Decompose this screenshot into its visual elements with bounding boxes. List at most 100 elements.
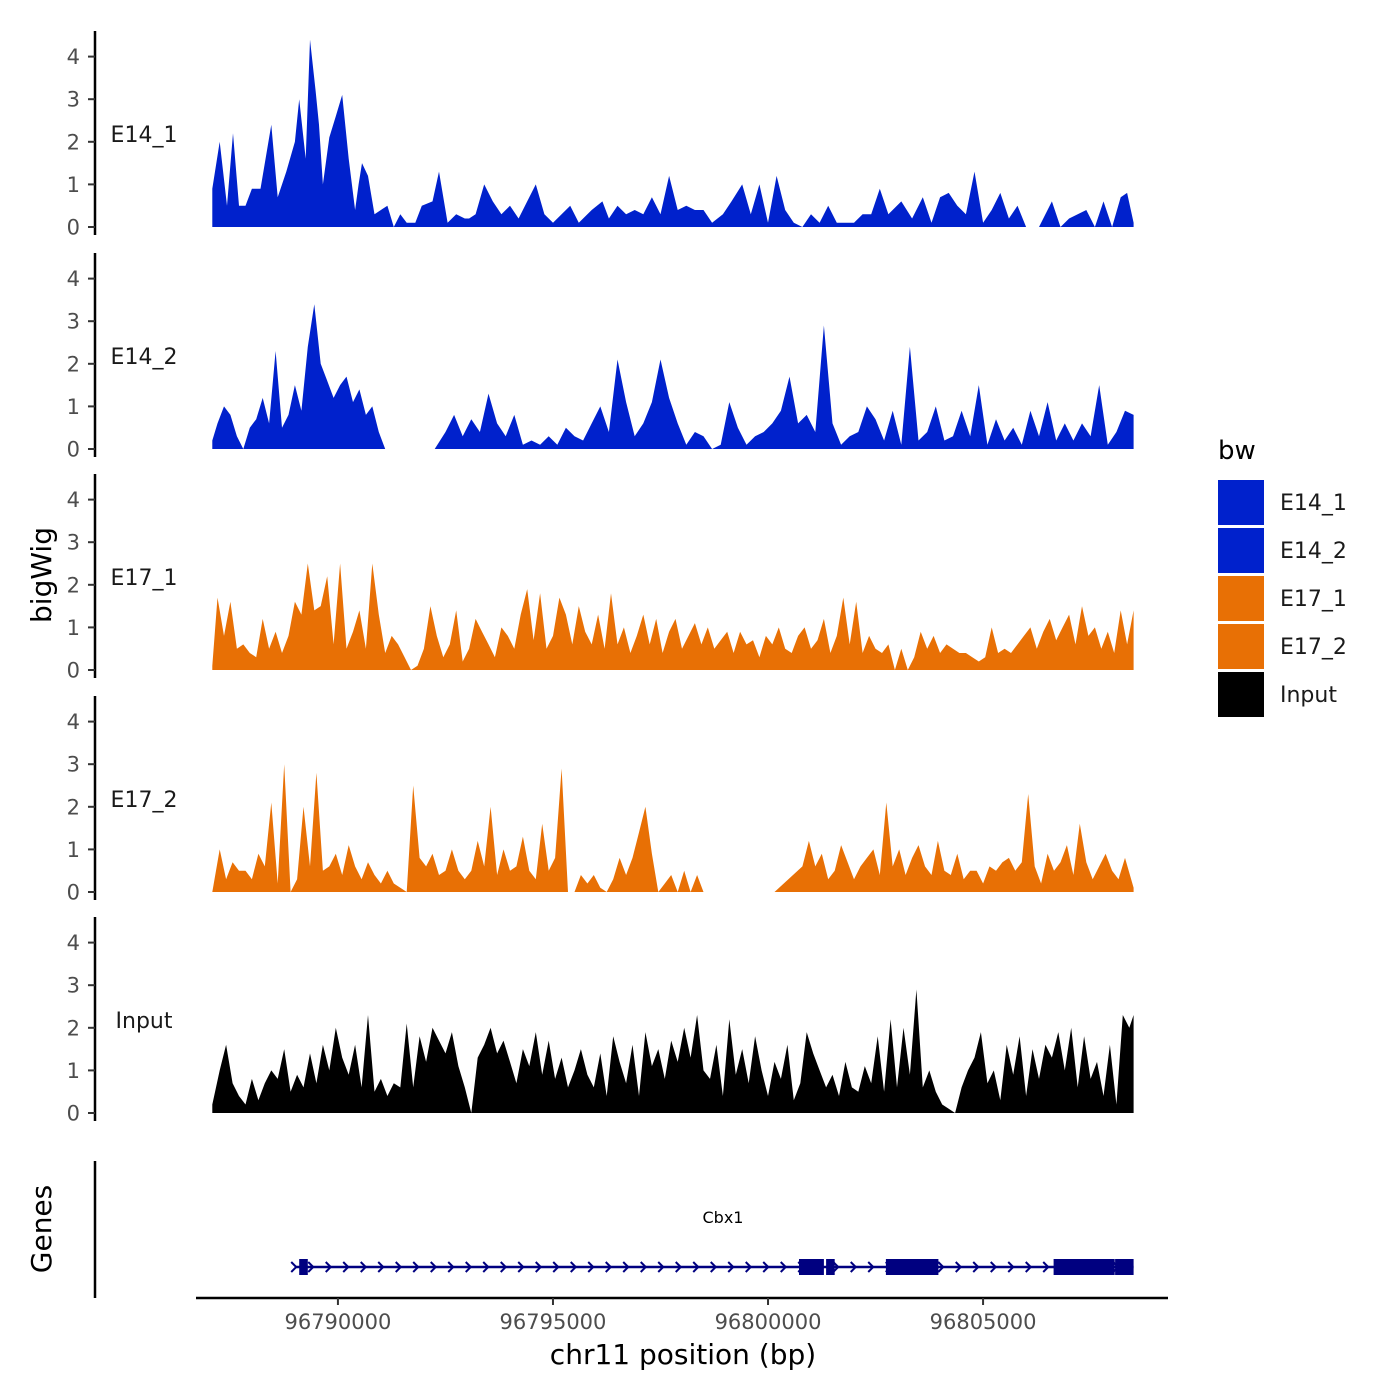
y-axis-title: bigWig	[25, 527, 58, 623]
x-axis-title: chr11 position (bp)	[550, 1338, 816, 1371]
y-tick-label: 2	[67, 1016, 80, 1040]
y-tick-label: 3	[67, 531, 80, 555]
strand-arrow	[360, 1261, 368, 1273]
strand-arrow	[727, 1261, 735, 1273]
strand-arrow	[675, 1261, 683, 1273]
x-tick-label: 96800000	[715, 1310, 822, 1334]
y-tick-label: 3	[67, 310, 80, 334]
strand-arrow	[552, 1261, 560, 1273]
y-tick-label: 0	[67, 1102, 80, 1126]
y-tick-label: 4	[67, 710, 80, 734]
genes-panel: Cbx1	[93, 1161, 1134, 1298]
strand-arrow	[622, 1261, 630, 1273]
legend-item: E17_2	[1218, 624, 1347, 669]
track-label: Input	[116, 1009, 173, 1034]
y-tick-label: 0	[67, 659, 80, 683]
y-tick-label: 3	[67, 974, 80, 998]
strand-arrow	[1007, 1261, 1015, 1273]
y-tick-label: 0	[67, 438, 80, 462]
legend-item: E14_2	[1218, 528, 1347, 573]
legend-label: Input	[1280, 683, 1337, 708]
legend-label: E14_2	[1280, 539, 1347, 564]
y-tick-label: 1	[67, 616, 80, 640]
strand-arrow	[342, 1261, 350, 1273]
legend: bw E14_1 E14_2 E17_1 E17_2 Input	[1218, 436, 1347, 717]
exon	[1053, 1259, 1115, 1275]
signal-area	[212, 989, 1134, 1113]
y-tick-label: 2	[67, 795, 80, 819]
legend-item: E14_1	[1218, 480, 1347, 525]
signal-area	[212, 304, 1134, 449]
y-tick-label: 4	[67, 488, 80, 512]
legend-swatch	[1218, 624, 1264, 669]
strand-arrow	[307, 1261, 315, 1273]
track-input: 0 1 2 3 4 Input	[67, 917, 1134, 1126]
y-tick-label: 4	[67, 931, 80, 955]
strand-arrow	[990, 1261, 998, 1273]
genes-axis-title: Genes	[25, 1185, 58, 1273]
strand-arrow	[395, 1261, 403, 1273]
exon	[885, 1259, 939, 1275]
exon	[799, 1259, 824, 1275]
y-tick-label: 1	[67, 1059, 80, 1083]
strand-arrow	[1025, 1261, 1033, 1273]
strand-arrow	[412, 1261, 420, 1273]
track-e14-1: 0 1 2 3 4 E14_1	[67, 31, 1134, 240]
x-tick-label: 96790000	[284, 1310, 391, 1334]
exon	[826, 1259, 835, 1275]
strand-arrow	[587, 1261, 595, 1273]
legend-label: E17_1	[1280, 587, 1347, 612]
track-e17-1: 0 1 2 3 4 E17_1	[67, 474, 1134, 683]
y-tick-label: 4	[67, 45, 80, 69]
legend-item: E17_1	[1218, 576, 1347, 621]
legend-item: Input	[1218, 672, 1337, 717]
strand-arrow	[780, 1261, 788, 1273]
y-tick-label: 2	[67, 130, 80, 154]
strand-arrow	[605, 1261, 613, 1273]
strand-arrow	[465, 1261, 473, 1273]
track-label: E17_1	[111, 566, 178, 591]
y-tick-label: 4	[67, 267, 80, 291]
strand-arrow	[482, 1261, 490, 1273]
strand-arrow	[500, 1261, 508, 1273]
legend-label: E14_1	[1280, 491, 1347, 516]
strand-arrow	[762, 1261, 770, 1273]
tracks-layer: 0 1 2 3 4 E14_1 0 1 2 3 4 E14_2 0 1 2 3 4 E17_1 0 1 2 3 4 E17_2…	[67, 31, 1134, 1126]
strand-arrow	[832, 1261, 840, 1273]
signal-area	[212, 39, 1134, 227]
y-tick-label: 1	[67, 173, 80, 197]
legend-swatch	[1218, 528, 1264, 573]
x-tick-label: 96805000	[930, 1310, 1037, 1334]
strand-arrow	[290, 1261, 298, 1273]
strand-arrow	[937, 1261, 945, 1273]
y-tick-label: 2	[67, 352, 80, 376]
strand-arrow	[850, 1261, 858, 1273]
strand-arrow	[430, 1261, 438, 1273]
gene-cbx1: Cbx1	[290, 1208, 1134, 1275]
y-tick-label: 0	[67, 216, 80, 240]
strand-arrow	[1042, 1261, 1050, 1273]
track-e17-2: 0 1 2 3 4 E17_2	[67, 696, 1134, 905]
legend-swatch	[1218, 576, 1264, 621]
strand-arrow	[517, 1261, 525, 1273]
strand-arrow	[535, 1261, 543, 1273]
x-axis: 96790000 96795000 96800000 96805000	[196, 1296, 1168, 1334]
strand-arrow	[325, 1261, 333, 1273]
track-label: E14_2	[111, 345, 178, 370]
y-tick-label: 3	[67, 88, 80, 112]
y-tick-label: 0	[67, 881, 80, 905]
strand-arrow	[867, 1261, 875, 1273]
legend-title: bw	[1218, 436, 1256, 466]
legend-swatch	[1218, 672, 1264, 717]
strand-arrow	[710, 1261, 718, 1273]
strand-arrow	[570, 1261, 578, 1273]
signal-area	[212, 764, 1134, 892]
y-tick-label: 2	[67, 573, 80, 597]
strand-arrow	[972, 1261, 980, 1273]
y-tick-label: 1	[67, 838, 80, 862]
gene-name-label: Cbx1	[703, 1208, 744, 1227]
exon	[1115, 1259, 1134, 1275]
legend-label: E17_2	[1280, 635, 1347, 660]
strand-arrow	[447, 1261, 455, 1273]
